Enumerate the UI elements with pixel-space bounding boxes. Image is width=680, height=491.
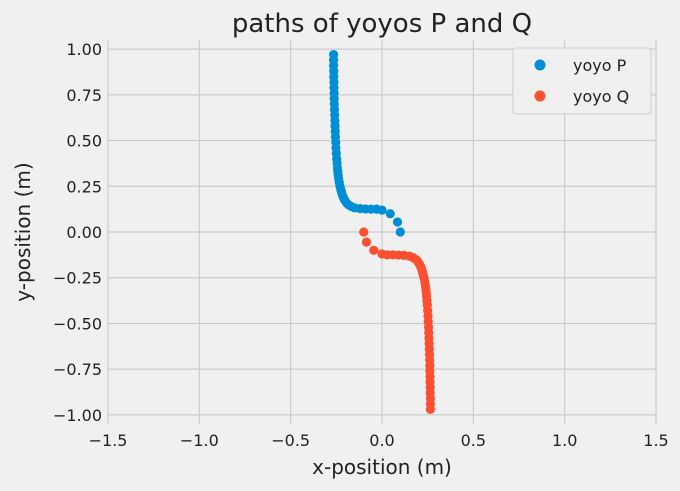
data-point (395, 227, 405, 237)
data-point (361, 237, 372, 247)
x-tick-label: 1.5 (643, 431, 668, 450)
x-tick-label: 0.0 (369, 431, 394, 450)
y-tick-label: 0.25 (66, 177, 102, 196)
y-tick-label: 0.50 (66, 132, 102, 151)
chart-title: paths of yoyos P and Q (232, 9, 532, 39)
data-point (328, 50, 339, 60)
x-tick-label: 0.5 (461, 431, 486, 450)
data-point (425, 404, 436, 414)
y-tick-label: −0.25 (53, 269, 102, 288)
y-axis-label: y-position (m) (11, 162, 35, 301)
legend-marker-p (534, 59, 546, 71)
legend-label-p: yoyo P (573, 56, 627, 75)
data-points (328, 50, 436, 414)
y-tick-label: −0.50 (53, 314, 102, 333)
y-tick-label: 1.00 (66, 40, 102, 59)
x-tick-label: −1.5 (89, 431, 128, 450)
legend: yoyo P yoyo Q (512, 47, 652, 115)
legend-marker-q (534, 90, 546, 102)
x-tick-label: 1.0 (552, 431, 577, 450)
x-tick-label: −1.0 (180, 431, 219, 450)
grid (107, 40, 657, 424)
data-point (392, 217, 403, 227)
legend-label-q: yoyo Q (573, 87, 629, 106)
x-axis-label: x-position (m) (312, 455, 452, 479)
tick-labels: −1.5 −1.0 −0.5 0.0 0.5 1.0 1.5 −1.00 −0.75 −0.50 −… (53, 40, 669, 450)
series-p (328, 50, 405, 237)
data-point (385, 209, 395, 219)
y-tick-label: −1.00 (53, 406, 102, 425)
y-tick-label: −0.75 (53, 360, 102, 379)
y-tick-label: 0.00 (66, 223, 102, 242)
series-q (359, 227, 436, 414)
x-tick-label: −0.5 (271, 431, 310, 450)
legend-box (512, 47, 652, 115)
y-tick-label: 0.75 (66, 86, 102, 105)
data-point (369, 245, 379, 255)
data-point (359, 227, 369, 237)
